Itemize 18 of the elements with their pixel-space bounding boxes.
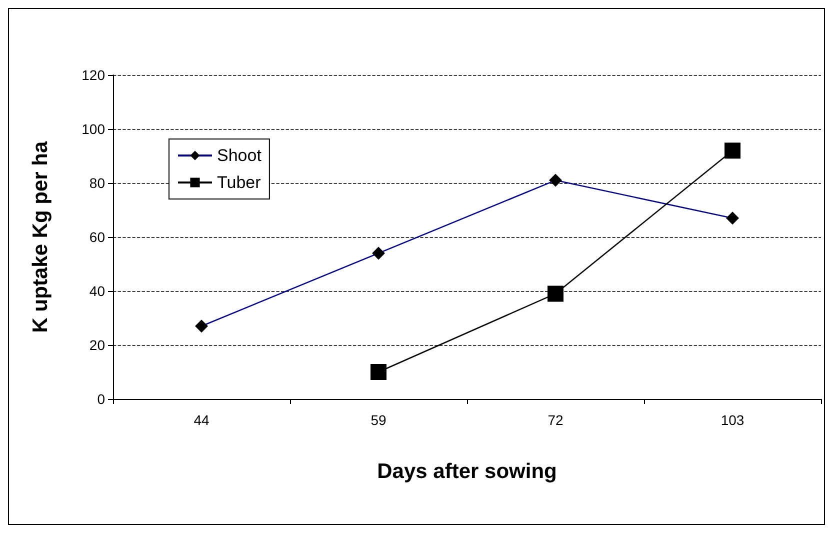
x-tick-label: 103 bbox=[720, 412, 744, 428]
y-tick-label: 0 bbox=[97, 391, 106, 407]
x-axis-title: Days after sowing bbox=[377, 460, 557, 483]
y-axis-title: K uptake Kg per ha bbox=[29, 141, 52, 333]
y-tick-label: 20 bbox=[89, 337, 106, 353]
y-tick-label: 40 bbox=[89, 283, 106, 299]
y-tick-label: 100 bbox=[82, 121, 106, 137]
legend-label: Shoot bbox=[217, 146, 262, 165]
point bbox=[724, 142, 740, 159]
y-tick-label: 60 bbox=[89, 229, 106, 245]
x-tick-label: 59 bbox=[370, 412, 386, 428]
x-tick-label: 44 bbox=[194, 412, 210, 428]
legend-label: Tuber bbox=[217, 173, 262, 192]
y-tick-label: 80 bbox=[89, 175, 106, 191]
y-tick-label: 120 bbox=[82, 67, 106, 83]
point bbox=[548, 286, 564, 302]
point bbox=[370, 364, 386, 380]
x-tick-label: 72 bbox=[548, 412, 564, 428]
